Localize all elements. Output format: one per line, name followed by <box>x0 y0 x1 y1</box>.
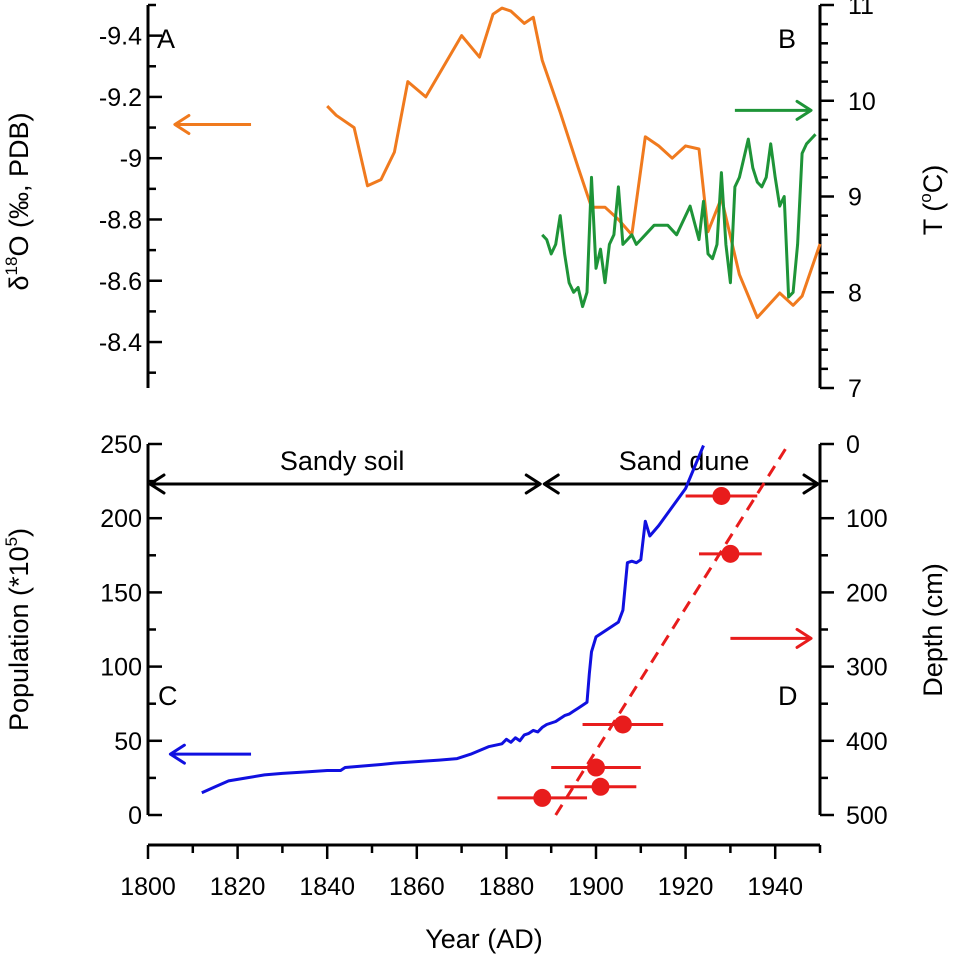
top-left-tick-label: -8.4 <box>99 329 142 357</box>
series-temperature-line <box>541 133 817 309</box>
x-axis-label: Year (AD) <box>425 924 543 954</box>
top-left-axis-label-sup: 18 <box>2 257 21 276</box>
top-left-tick-label: -8.8 <box>99 206 142 234</box>
panel-label-d: D <box>778 681 798 711</box>
x-tick-label: 1880 <box>479 873 535 901</box>
top-left-axis-label: δ18O (‰, PDB) <box>2 113 34 291</box>
bottom-left-tick-label: 150 <box>100 579 142 607</box>
panel-top: -9.4 -9.2 -9 -8.8 -8.6 -8.4 7 8 9 10 11 δ18O (‰, PD… <box>2 0 948 403</box>
bottom-left-axis-label-sup: 5 <box>2 537 21 546</box>
bottom-left-tick-label: 0 <box>128 802 142 830</box>
depth-point <box>613 715 632 734</box>
top-left-axis-label-post: O (‰, PDB) <box>4 113 34 257</box>
top-right-tick-label: 11 <box>848 0 874 20</box>
bottom-left-tick-label: 200 <box>100 505 142 533</box>
top-left-tick-label: -8.6 <box>99 268 142 296</box>
x-tick-label: 1900 <box>568 873 624 901</box>
bottom-right-tick-label: 200 <box>846 579 888 607</box>
zone-arrow-head <box>542 473 560 495</box>
arrow-depth-head <box>795 627 813 649</box>
top-right-axis-label-post: C) <box>918 165 948 194</box>
zone-arrow-head <box>802 473 820 495</box>
top-left-tick-label: -9 <box>120 145 142 173</box>
depth-point <box>712 486 731 505</box>
depth-point <box>587 758 605 777</box>
bottom-left-axis-label-post: ) <box>4 528 34 537</box>
bottom-right-tick-label: 100 <box>846 505 888 533</box>
panel-label-c: C <box>158 681 178 711</box>
x-axis: 1800 1820 1840 1860 1880 1900 1920 1940 Year (AD… <box>120 843 822 954</box>
top-left-tick-label: -9.4 <box>99 23 142 51</box>
depth-point <box>591 777 610 796</box>
top-right-tick-label: 10 <box>848 88 876 116</box>
bottom-left-tick-label: 100 <box>100 654 142 682</box>
bottom-left-axis-label-pre: Population (*10 <box>4 546 34 731</box>
panel-label-b: B <box>778 24 796 54</box>
bottom-left-axis-label: Population (*105) <box>2 528 34 731</box>
depth-point <box>721 544 740 563</box>
bottom-right-tick-label: 300 <box>846 654 888 682</box>
zone-label-sand-dune: Sand dune <box>619 446 750 476</box>
zone-arrow-head <box>524 473 542 495</box>
depth-point <box>533 788 552 807</box>
bottom-right-tick-label: 400 <box>846 728 888 756</box>
top-right-tick-label: 9 <box>848 184 862 212</box>
bottom-left-tick-label: 250 <box>100 431 142 459</box>
x-tick-label: 1920 <box>658 873 714 901</box>
bottom-right-tick-label: 0 <box>846 431 860 459</box>
top-right-tick-label: 7 <box>848 375 862 403</box>
bottom-right-tick-label: 500 <box>846 802 888 830</box>
x-tick-label: 1800 <box>120 873 176 901</box>
series-depth-trend-line <box>554 443 790 816</box>
panel-bottom: 0 50 100 150 200 250 0 100 200 300 400 500 Populatio… <box>2 431 948 830</box>
x-tick-label: 1940 <box>747 873 803 901</box>
series-d18o-line <box>326 6 822 319</box>
bottom-right-axis-label: Depth (cm) <box>918 563 948 697</box>
top-right-axis-label: T (oC) <box>916 165 948 235</box>
x-tick-label: 1820 <box>210 873 266 901</box>
arrow-population-head <box>168 743 186 765</box>
zone-arrow-head <box>148 473 166 495</box>
top-left-axis-label-pre: δ <box>4 275 34 290</box>
panel-label-a: A <box>157 24 175 54</box>
bottom-left-tick-label: 50 <box>114 728 142 756</box>
arrow-temperature-head <box>795 99 813 121</box>
x-tick-label: 1840 <box>299 873 355 901</box>
top-right-tick-label: 8 <box>848 279 862 307</box>
arrow-d18o-head <box>173 113 191 135</box>
top-right-axis-label-sup: o <box>916 193 935 202</box>
top-left-tick-label: -9.2 <box>99 84 142 112</box>
x-tick-label: 1860 <box>389 873 445 901</box>
top-right-axis-label-pre: T ( <box>918 203 948 236</box>
series-population-line <box>201 444 705 795</box>
zone-label-sandy-soil: Sandy soil <box>280 446 405 476</box>
